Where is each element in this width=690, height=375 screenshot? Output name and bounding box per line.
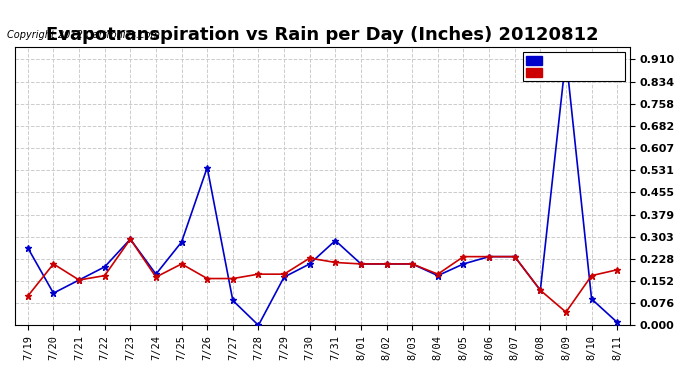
Legend: Rain  (Inches), ET  (Inches): Rain (Inches), ET (Inches) — [523, 53, 625, 81]
Title: Evapotranspiration vs Rain per Day (Inches) 20120812: Evapotranspiration vs Rain per Day (Inch… — [46, 26, 599, 44]
Text: Copyright 2012 Cartronics.com: Copyright 2012 Cartronics.com — [7, 30, 160, 39]
